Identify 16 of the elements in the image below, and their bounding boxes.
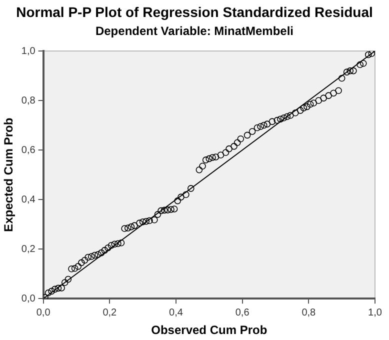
x-tick-label: 0,0 bbox=[36, 307, 51, 318]
x-tick-label: 0,8 bbox=[302, 307, 316, 318]
y-axis-title: Expected Cum Prob bbox=[2, 118, 16, 232]
y-tick-label: 1,0 bbox=[21, 46, 36, 57]
y-tick-label: 0,0 bbox=[21, 293, 36, 304]
y-tick-label: 0,2 bbox=[21, 244, 36, 255]
chart-title: Normal P-P Plot of Regression Standardized Residual bbox=[15, 4, 374, 20]
x-tick-label: 0,4 bbox=[169, 307, 184, 318]
x-tick-label: 1,0 bbox=[368, 307, 382, 318]
y-tick-label: 0,6 bbox=[21, 144, 36, 156]
x-tick-label: 0,6 bbox=[235, 307, 250, 318]
y-tick-label: 0,4 bbox=[21, 194, 36, 206]
y-tick-label: 0,8 bbox=[21, 95, 36, 106]
chart-subtitle: Dependent Variable: MinatMembeli bbox=[94, 24, 295, 38]
x-tick-label: 0,2 bbox=[102, 307, 118, 318]
x-axis-title: Observed Cum Prob bbox=[151, 323, 268, 338]
